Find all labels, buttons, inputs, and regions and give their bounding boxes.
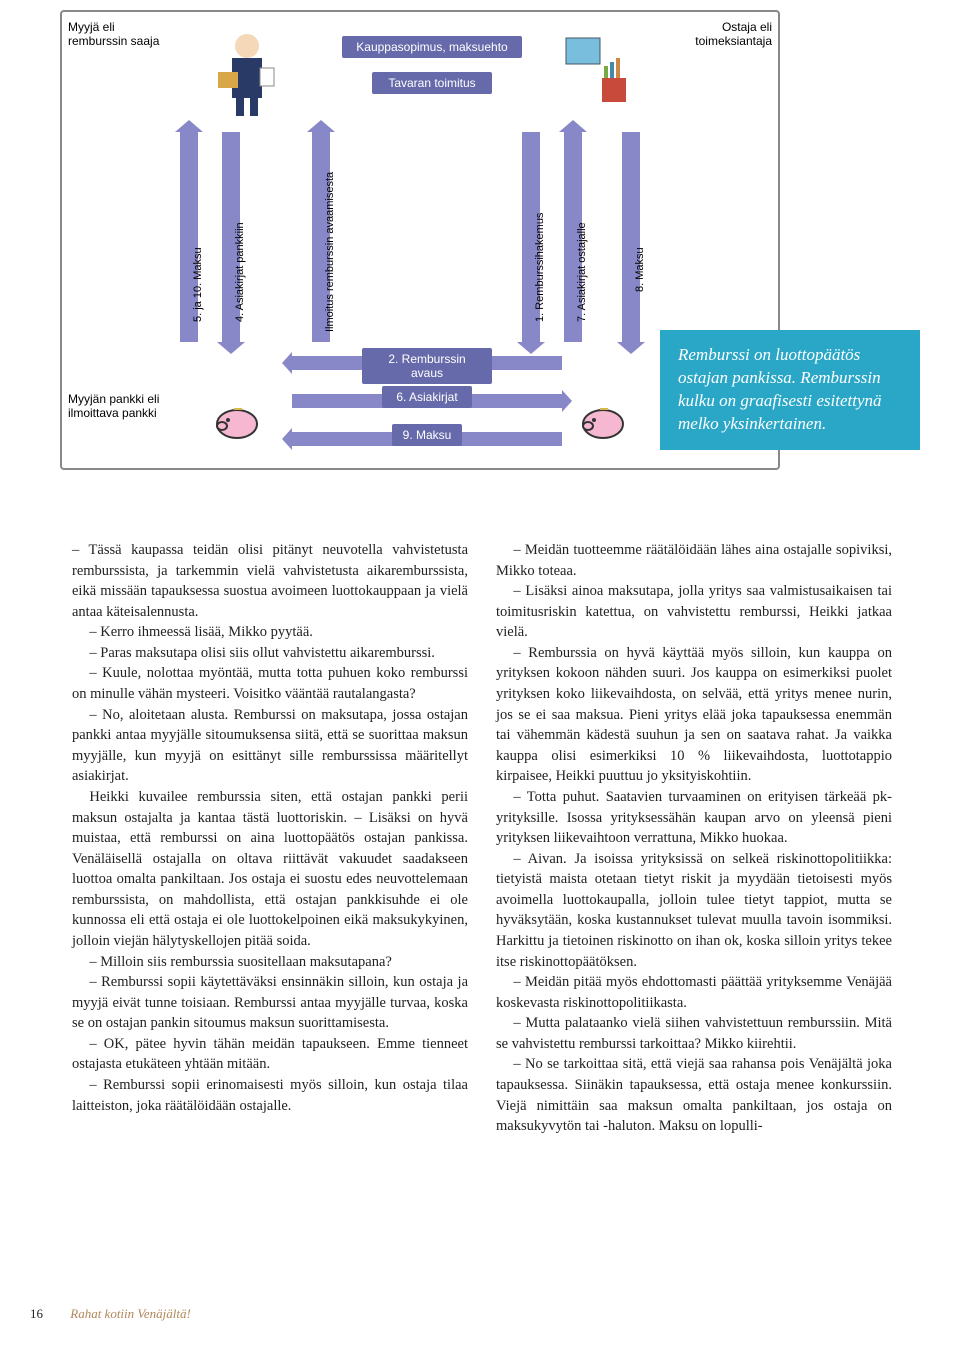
label-1: 1. Remburssihakemus	[534, 213, 546, 322]
footer-title: Rahat kotiin Venäjältä!	[70, 1306, 191, 1321]
label-8: 8. Maksu	[634, 247, 646, 292]
p8: – OK, pätee hyvin tähän meidän tapauksee…	[72, 1034, 468, 1075]
box-9: 9. Maksu	[392, 424, 462, 446]
label-7: 7. Asiakirjat ostajalle	[576, 222, 588, 322]
p4: – No, aloitetaan alusta. Remburssi on ma…	[72, 705, 468, 787]
p14: – Aivan. Ja isoissa yrityksissä on selke…	[496, 849, 892, 972]
page-number: 16	[30, 1306, 43, 1321]
p15: – Meidän pitää myös ehdottomasti päättää…	[496, 972, 892, 1013]
callout-box: Remburssi on luottopäätös ostajan pankis…	[660, 330, 920, 450]
p3: – Kuule, nolottaa myöntää, mutta totta p…	[72, 663, 468, 704]
p13: – Totta puhut. Saatavien turvaaminen on …	[496, 787, 892, 849]
p12: – Remburssia on hyvä käyttää myös silloi…	[496, 643, 892, 787]
delivery-box: Tavaran toimitus	[372, 72, 492, 94]
p9: – Remburssi sopii erinomaisesti myös sil…	[72, 1075, 468, 1116]
seller-label: Myyjä eliremburssin saaja	[68, 20, 178, 48]
p10: – Meidän tuotteemme räätälöidään lähes a…	[496, 540, 892, 581]
contract-box: Kauppasopimus, maksuehto	[342, 36, 522, 58]
label-5-10: 5. ja 10. Maksu	[192, 247, 204, 322]
p6: – Milloin siis remburssia suositellaan m…	[72, 952, 468, 973]
label-4: 4. Asiakirjat pankkiin	[234, 222, 246, 322]
box-2: 2. Remburssin avaus	[362, 348, 492, 384]
seller-bank-label: Myyjän pankki eliilmoittava pankki	[68, 392, 188, 420]
seller-icon	[212, 28, 282, 118]
p1: – Kerro ihmeessä lisää, Mikko pyytää.	[72, 622, 468, 643]
p0: – Tässä kaupassa teidän olisi pitänyt ne…	[72, 540, 468, 622]
arrow-8	[622, 132, 640, 342]
p7: – Remburssi sopii käytettäväksi ensinnäk…	[72, 972, 468, 1034]
buyer-icon	[558, 28, 628, 118]
article-body: – Tässä kaupassa teidän olisi pitänyt ne…	[72, 540, 892, 1137]
buyer-pig-icon	[578, 402, 628, 442]
buyer-label: Ostaja elitoimeksiantaja	[662, 20, 772, 48]
box-6: 6. Asiakirjat	[382, 386, 472, 408]
p2: – Paras maksutapa olisi siis ollut vahvi…	[72, 643, 468, 664]
seller-pig-icon	[212, 402, 262, 442]
p11: – Lisäksi ainoa maksutapa, jolla yritys …	[496, 581, 892, 643]
p16: – Mutta palataanko vielä siihen vahviste…	[496, 1013, 892, 1054]
label-notify: Ilmoitus remburssin avaamisesta	[324, 172, 336, 332]
p5: Heikki kuvailee remburssia siten, että o…	[72, 787, 468, 952]
p17: – No se tarkoittaa sitä, että viejä saa …	[496, 1054, 892, 1136]
page-footer: 16 Rahat kotiin Venäjältä!	[30, 1306, 191, 1322]
